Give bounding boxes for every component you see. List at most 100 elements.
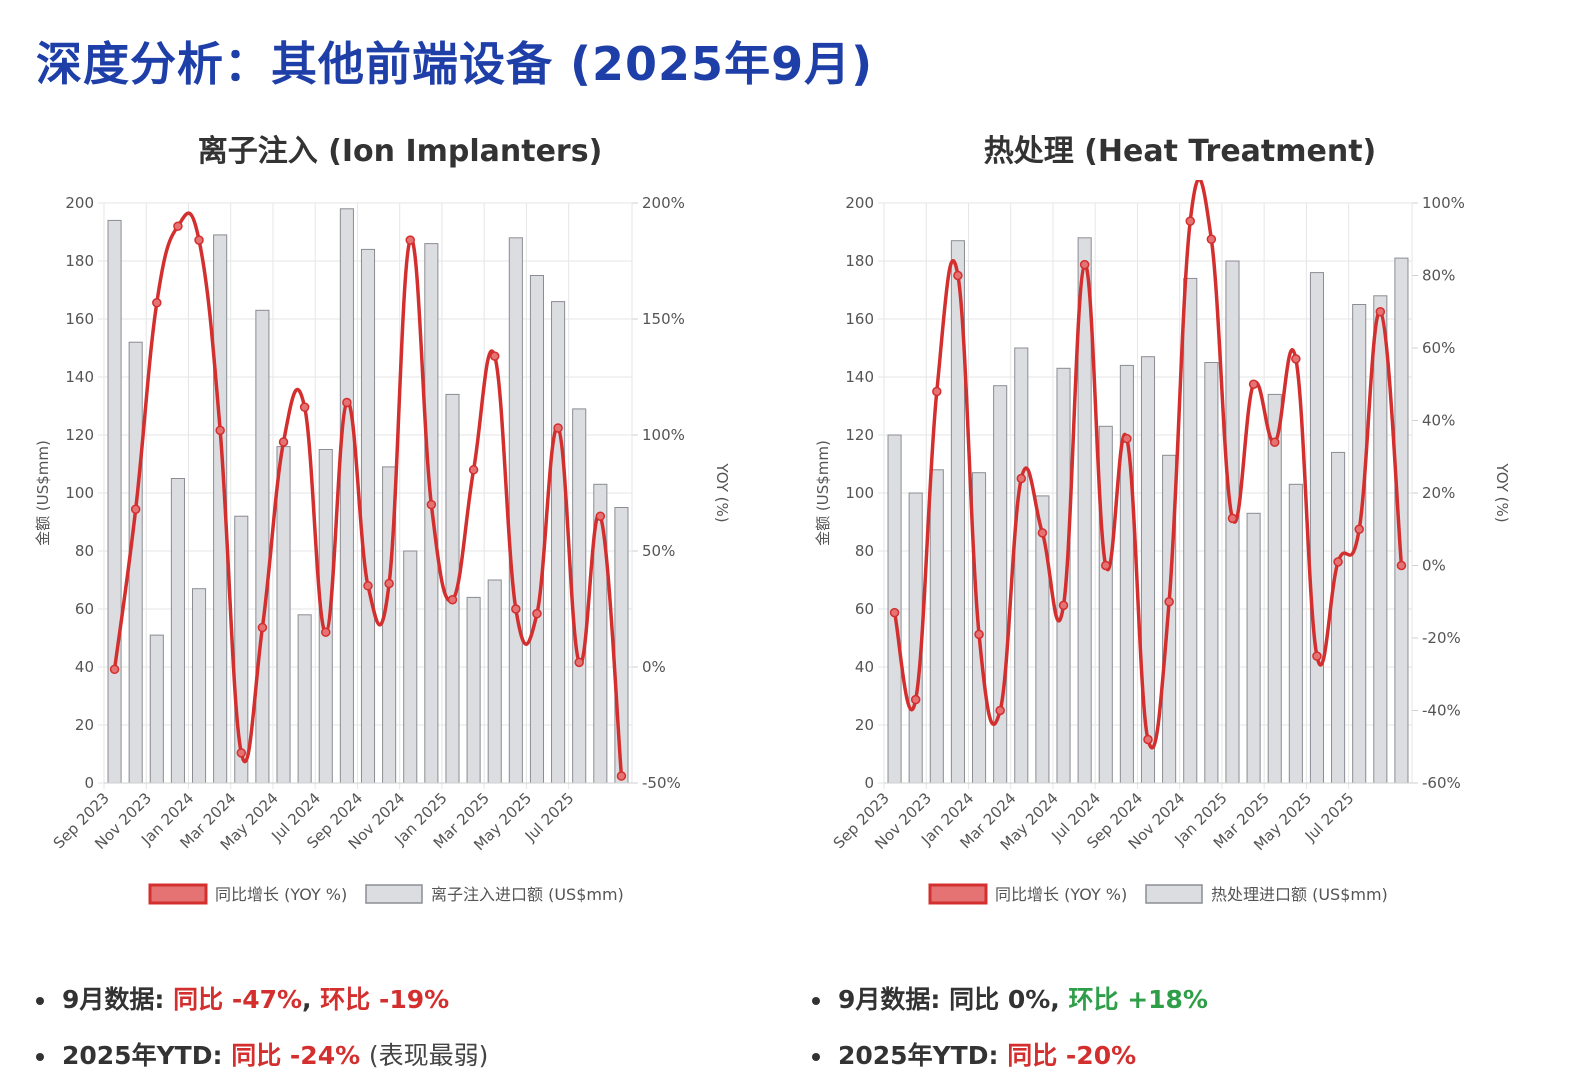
y2-tick-label: 200% (642, 194, 685, 212)
yoy-line (892, 180, 1404, 750)
bar (551, 301, 566, 784)
bar (403, 550, 418, 784)
yoy-point (152, 298, 162, 308)
bar (1119, 364, 1134, 784)
summary-sep-data: 9月数据: 同比 -47%, 环比 -19% (36, 980, 488, 1016)
summary-ytd: 2025年YTD: 同比 -20% (812, 1036, 1208, 1072)
y-tick-label: 60 (855, 600, 874, 618)
y-tick-label: 20 (75, 716, 94, 734)
y2-tick-label: 50% (642, 542, 675, 560)
y2-tick-label: 0% (1422, 557, 1446, 575)
legend-swatch-yoy (148, 883, 208, 905)
bar (1267, 393, 1282, 784)
yoy-point (1122, 433, 1132, 444)
ytd-yoy-value: 同比 -24% (231, 1041, 361, 1070)
yoy-point (278, 437, 289, 447)
legend-swatch-yoy (928, 883, 988, 905)
yoy-point (299, 402, 310, 412)
y2-tick-label: -50% (642, 774, 681, 792)
y2-tick-label: 100% (642, 426, 685, 444)
y-tick-label: 80 (75, 542, 94, 560)
bullet-label: 2025年YTD: (838, 1041, 999, 1070)
yoy-point (194, 235, 204, 245)
y-tick-label: 180 (845, 252, 874, 270)
yoy-point (1143, 734, 1153, 745)
yoy-point (405, 235, 415, 245)
legend-swatch-value (1145, 884, 1203, 904)
mom-value: 环比 +18% (1068, 985, 1208, 1014)
bar (255, 309, 270, 784)
yoy-point (468, 465, 479, 475)
y2-tick-label: 80% (1422, 267, 1455, 285)
summary-left: 9月数据: 同比 -47%, 环比 -19% 2025年YTD: 同比 -24%… (36, 980, 488, 1092)
bar (1056, 367, 1071, 784)
yoy-point (995, 705, 1005, 716)
yoy-point (384, 578, 394, 589)
yoy-line (112, 211, 624, 777)
yoy-point (932, 386, 942, 397)
yoy-point (109, 664, 120, 675)
yoy-value: 同比 -47% (173, 985, 303, 1014)
y-axis-title: 金额 (US$mm) (34, 440, 52, 546)
bar (1331, 451, 1346, 784)
y-tick-label: 80 (855, 542, 874, 560)
yoy-point (1291, 354, 1301, 364)
y2-axis-title: YOY (%) (713, 462, 731, 522)
yoy-value: 同比 0% (949, 985, 1051, 1014)
mom-value: 环比 -19% (320, 985, 450, 1014)
legend-label-value: 离子注入进口额 (US$mm) (431, 885, 624, 904)
y2-tick-label: -60% (1422, 774, 1461, 792)
bar (1014, 347, 1029, 784)
legend-label-yoy: 同比增长 (YOY %) (215, 885, 347, 904)
summary-ytd: 2025年YTD: 同比 -24% (表现最弱) (36, 1036, 488, 1072)
ytd-note: (表现最弱) (368, 1041, 489, 1070)
y-tick-label: 140 (845, 368, 874, 386)
yoy-point (1248, 379, 1259, 389)
yoy-point (532, 608, 542, 619)
bullet-dot (812, 1053, 820, 1061)
yoy-point (489, 351, 500, 361)
bar (360, 248, 376, 784)
y-tick-label: 0 (84, 774, 94, 792)
page-title: 深度分析：其他前端设备 (2025年9月) (36, 37, 874, 91)
y-tick-label: 40 (855, 658, 874, 676)
yoy-point (363, 581, 373, 591)
bar (529, 275, 545, 784)
bar (128, 341, 143, 784)
yoy-point (1206, 234, 1217, 244)
y2-tick-label: 60% (1422, 339, 1455, 357)
bar (1309, 272, 1325, 784)
y2-tick-label: 150% (642, 310, 685, 328)
y-tick-label: 100 (845, 484, 874, 502)
y-tick-label: 200 (65, 194, 94, 212)
yoy-point (1079, 259, 1090, 270)
yoy-point (1037, 528, 1048, 538)
chart-title: 热处理 (Heat Treatment) (983, 134, 1377, 169)
legend-label-yoy: 同比增长 (YOY %) (995, 885, 1127, 904)
y-tick-label: 140 (65, 368, 94, 386)
yoy-point (1375, 307, 1386, 317)
bar (1246, 512, 1261, 784)
yoy-point (173, 221, 183, 231)
y-tick-label: 40 (75, 658, 94, 676)
bullet-label: 9月数据: (62, 985, 165, 1014)
bar (929, 469, 944, 784)
y2-tick-label: 0% (642, 658, 666, 676)
y2-tick-label: -40% (1422, 702, 1461, 720)
legend-swatch-value (365, 884, 423, 904)
bar (339, 208, 354, 784)
bar (1183, 277, 1198, 784)
bar (276, 446, 291, 784)
chart-panel-heat-treatment: 热处理 (Heat Treatment) 0 20 40 60 80 100 120 140 1… (800, 120, 1560, 940)
bar (1373, 295, 1388, 784)
bar (1204, 362, 1219, 784)
yoy-point (1333, 557, 1343, 567)
yoy-point (1016, 473, 1027, 484)
y-tick-label: 20 (855, 716, 874, 734)
y2-axis-title: YOY (%) (1493, 462, 1511, 522)
y-tick-label: 160 (845, 310, 874, 328)
y2-tick-label: -20% (1422, 629, 1461, 647)
yoy-point (257, 622, 268, 633)
bar (614, 507, 629, 784)
yoy-point (616, 771, 627, 781)
